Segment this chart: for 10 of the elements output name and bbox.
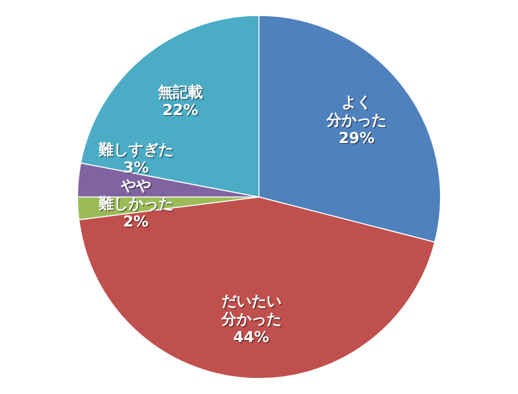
data-label: 44% <box>233 328 270 346</box>
data-label: 22% <box>163 102 200 120</box>
slice-label: 難しすぎた <box>98 140 174 159</box>
slice-label: よく分かった <box>326 93 388 130</box>
slice-label: やや難しかった <box>97 176 174 213</box>
slice-label: 無記載 <box>156 82 203 101</box>
slice-label: だいたい分かった <box>220 292 282 328</box>
data-label: 2% <box>123 212 149 231</box>
data-label: 3% <box>124 160 150 178</box>
data-label: 29% <box>340 130 376 148</box>
